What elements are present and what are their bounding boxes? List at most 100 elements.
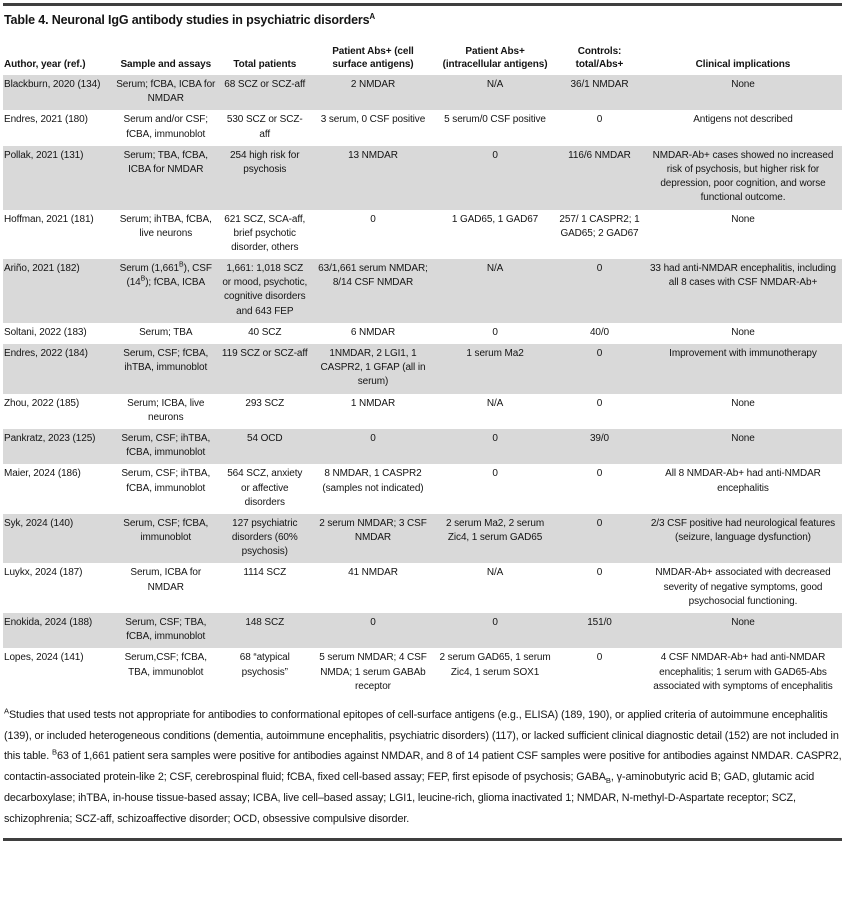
table-row: Ariño, 2021 (182) Serum (1,661B), CSF (14… [3, 259, 842, 323]
cell-intracellular: 1 serum Ma2 [466, 348, 524, 359]
column-header-clinical-implications: Clinical implications [695, 59, 791, 70]
table-row: Soltani, 2022 (183) Serum; TBA 40 SCZ 6 NMD… [3, 323, 842, 344]
cell-sample: Serum, CSF; ihTBA, fCBA, immunoblot [121, 432, 211, 459]
table-row: Pollak, 2021 (131) Serum; TBA, fCBA, ICBA… [3, 145, 842, 210]
cell-sample: Serum, ICBA for NMDAR [130, 567, 202, 593]
table-row: Blackburn, 2020 (134) Serum; fCBA, ICBA f… [3, 75, 842, 111]
cell-clinical: None [731, 617, 755, 628]
cell-author: Soltani, 2022 (183) [4, 326, 87, 338]
cell-clinical: None [731, 213, 755, 225]
top-rule [3, 3, 842, 6]
cell-controls: 40/0 [589, 326, 610, 338]
cell-surface: 13 NMDAR [348, 149, 398, 161]
cell-total: 1114 SCZ [243, 567, 287, 579]
cell-controls: 0 [596, 348, 603, 359]
cell-clinical: None [731, 79, 755, 90]
column-header-author: Author, year (ref.) [4, 59, 86, 70]
cell-total: 1,661: 1,018 SCZ or mood, psychotic, cog… [222, 263, 308, 317]
cell-surface: 0 [370, 617, 376, 628]
cell-clinical: 33 had anti-NMDAR encephalitis, includin… [649, 263, 836, 289]
cell-author: Pankratz, 2023 (125) [4, 432, 96, 444]
cell-sample: Serum and/or CSF; fCBA, immunoblot [123, 114, 209, 140]
cell-total: 127 psychiatric disorders (60% psychosis… [231, 517, 298, 558]
cell-author: Blackburn, 2020 (134) [4, 79, 101, 90]
cell-sample: Serum, CSF; fCBA, ihTBA, immunoblot [123, 348, 209, 374]
cell-sample: Serum (1,661B), CSF (14B); fCBA, ICBA [119, 261, 212, 289]
table-row: Luykx, 2024 (187) Serum, ICBA for NMDAR 11… [3, 563, 842, 613]
cell-controls: 257/ 1 CASPR2; 1 GAD65; 2 GAD67 [559, 213, 640, 239]
cell-surface: 63/1,661 serum NMDAR; 8/14 CSF NMDAR [318, 263, 428, 289]
cell-intracellular: 0 [492, 432, 498, 444]
cell-sample: Serum, CSF; ihTBA, fCBA, immunoblot [121, 468, 211, 494]
cell-controls: 0 [596, 468, 603, 480]
cell-intracellular: 2 serum Ma2, 2 serum Zic4, 1 serum GAD65 [446, 517, 545, 544]
cell-author: Zhou, 2022 (185) [4, 397, 80, 409]
cell-controls: 116/6 NMDAR [568, 149, 631, 161]
table-title-text: Table 4. Neuronal IgG antibody studies i… [4, 13, 370, 27]
cell-author: Lopes, 2024 (141) [4, 652, 84, 664]
cell-intracellular: 0 [492, 617, 498, 628]
cell-sample: Serum; fCBA, ICBA for NMDAR [116, 79, 216, 105]
cell-controls: 0 [596, 114, 603, 126]
cell-author: Hoffman, 2021 (181) [4, 213, 94, 225]
cell-author: Pollak, 2021 (131) [4, 149, 84, 161]
cell-author: Maier, 2024 (186) [4, 468, 81, 480]
column-header-surface-antigens: Patient Abs+ (cell surface antigens) [332, 46, 414, 70]
cell-intracellular: 0 [492, 468, 498, 480]
cell-sample: Serum,CSF; fCBA, TBA, immunoblot [124, 652, 207, 678]
cell-clinical: NMDAR-Ab+ cases showed no increased risk… [652, 149, 834, 204]
cell-clinical: NMDAR-Ab+ associated with decreased seve… [655, 567, 831, 607]
cell-author: Luykx, 2024 (187) [4, 567, 83, 579]
cell-total: 68 SCZ or SCZ-aff [224, 79, 306, 90]
cell-surface: 8 NMDAR, 1 CASPR2 (samples not indicated… [322, 468, 424, 494]
table-title: Table 4. Neuronal IgG antibody studies i… [4, 12, 842, 28]
cell-clinical: None [731, 432, 755, 444]
cell-clinical: Antigens not described [693, 114, 793, 126]
cell-clinical: 4 CSF NMDAR-Ab+ had anti-NMDAR encephali… [653, 652, 833, 692]
cell-clinical: None [731, 326, 755, 338]
cell-surface: 41 NMDAR [348, 567, 398, 579]
cell-surface: 6 NMDAR [350, 326, 396, 338]
cell-sample: Serum; TBA, fCBA, ICBA for NMDAR [123, 149, 208, 175]
cell-controls: 0 [596, 517, 603, 529]
cell-controls: 0 [596, 652, 603, 664]
column-header-total-patients: Total patients [233, 59, 297, 70]
cell-total: 40 SCZ [248, 326, 282, 338]
cell-surface: 2 NMDAR [350, 79, 396, 90]
table-row: Endres, 2021 (180) Serum and/or CSF; fCBA… [3, 110, 842, 145]
cell-author: Enokida, 2024 (188) [4, 617, 93, 628]
cell-surface: 0 [370, 213, 376, 225]
cell-clinical: None [731, 397, 755, 409]
cell-controls: 0 [596, 397, 603, 409]
cell-total: 293 SCZ [245, 397, 285, 409]
cell-controls: 0 [596, 567, 603, 579]
cell-clinical: 2/3 CSF positive had neurological featur… [650, 517, 836, 544]
cell-intracellular: 5 serum/0 CSF positive [444, 114, 546, 126]
cell-controls: 39/0 [589, 432, 610, 444]
cell-sample: Serum, CSF; TBA, fCBA, immunoblot [125, 617, 207, 643]
bottom-rule [3, 838, 842, 842]
cell-intracellular: 0 [492, 149, 498, 161]
table-body: Blackburn, 2020 (134) Serum; fCBA, ICBA f… [3, 75, 842, 698]
cell-intracellular: 2 serum GAD65, 1 serum Zic4, 1 serum SOX… [439, 652, 551, 678]
table-row: Zhou, 2022 (185) Serum; ICBA, live neuron… [3, 394, 842, 429]
cell-surface: 5 serum NMDAR; 4 CSF NMDA; 1 serum GABAb… [319, 652, 427, 692]
table-row: Endres, 2022 (184) Serum, CSF; fCBA, ihTB… [3, 344, 842, 394]
cell-total: 148 SCZ [245, 617, 285, 628]
cell-controls: 151/0 [587, 617, 612, 628]
cell-intracellular: N/A [486, 79, 504, 90]
cell-author: Endres, 2021 (180) [4, 114, 88, 126]
cell-total: 54 OCD [246, 432, 283, 444]
cell-total: 254 high risk for psychosis [230, 149, 300, 175]
table-row: Lopes, 2024 (141) Serum,CSF; fCBA, TBA, i… [3, 648, 842, 698]
antibody-studies-table: Author, year (ref.) Sample and assays To… [3, 43, 842, 698]
cell-total: 564 SCZ, anxiety or affective disorders [227, 468, 303, 508]
column-header-intracellular-antigens: Patient Abs+ (intracellular antigens) [442, 46, 548, 70]
table-row: Maier, 2024 (186) Serum, CSF; ihTBA, fCBA… [3, 464, 842, 514]
cell-intracellular: N/A [486, 567, 504, 579]
cell-surface: 2 serum NMDAR; 3 CSF NMDAR [319, 517, 427, 544]
cell-surface: 1NMDAR, 2 LGI1, 1 CASPR2, 1 GFAP (all in… [320, 348, 426, 388]
table-row: Pankratz, 2023 (125) Serum, CSF; ihTBA, f… [3, 428, 842, 465]
table-row: Enokida, 2024 (188) Serum, CSF; TBA, fCBA… [3, 613, 842, 649]
cell-intracellular: N/A [486, 263, 504, 275]
